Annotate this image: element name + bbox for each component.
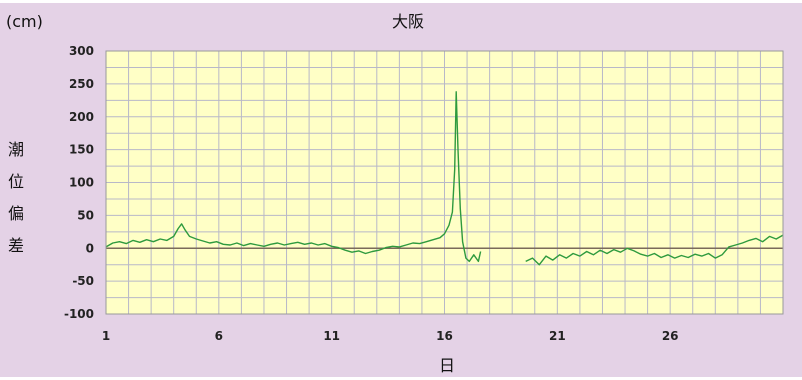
y-tick-label: 150 xyxy=(69,143,94,157)
x-tick-label: 1 xyxy=(102,329,110,343)
x-tick-label: 11 xyxy=(323,329,340,343)
y-axis-title-char: 偏 xyxy=(8,204,24,223)
x-axis-title: 日 xyxy=(439,356,455,375)
y-tick-labels: 300 250 200 150 100 50 0 -50 -100 xyxy=(64,44,94,321)
y-tick-label: 50 xyxy=(77,208,94,222)
series-line xyxy=(525,234,784,266)
x-tick-labels: 1 6 11 16 21 26 xyxy=(102,329,679,343)
y-unit-label: (cm) xyxy=(6,12,43,31)
y-tick-label: 100 xyxy=(69,176,94,190)
chart-title: 大阪 xyxy=(392,12,424,31)
series-line xyxy=(105,91,482,263)
y-tick-label: -100 xyxy=(64,307,94,321)
x-tick-label: 16 xyxy=(436,329,453,343)
series-lines xyxy=(105,91,784,266)
y-axis-title-char: 位 xyxy=(8,172,24,191)
y-tick-label: 200 xyxy=(69,110,94,124)
y-tick-label: -50 xyxy=(72,274,94,288)
y-tick-label: 250 xyxy=(69,77,94,91)
x-tick-label: 26 xyxy=(662,329,679,343)
y-axis-title-char: 差 xyxy=(8,236,24,255)
y-axis-title-char: 潮 xyxy=(8,140,24,159)
x-tick-label: 21 xyxy=(549,329,566,343)
y-tick-label: 300 xyxy=(69,44,94,58)
plot-border xyxy=(105,50,784,315)
x-tick-label: 6 xyxy=(215,329,223,343)
y-tick-label: 0 xyxy=(86,241,94,255)
